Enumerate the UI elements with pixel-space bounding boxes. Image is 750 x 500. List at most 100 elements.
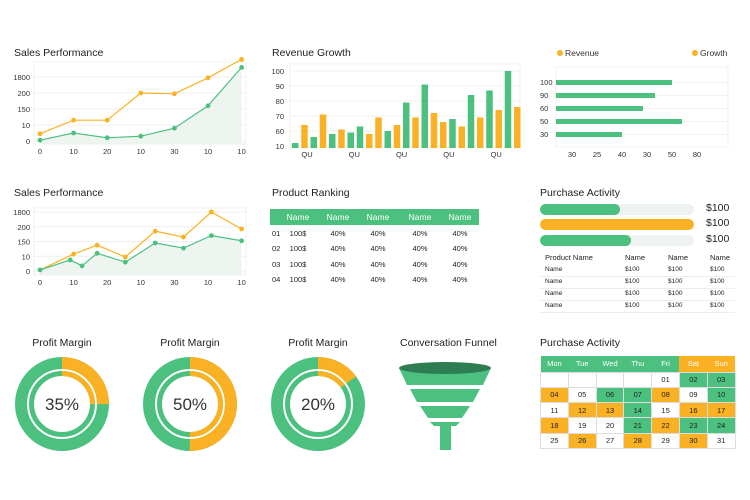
- table-cell: $100: [668, 302, 683, 309]
- calendar-day[interactable]: 14: [623, 402, 653, 419]
- revenue-bar: [338, 129, 345, 148]
- revenue-bar: [477, 117, 484, 148]
- orange-series-line: [39, 211, 242, 271]
- green-data-point: [205, 103, 211, 109]
- calendar-day[interactable]: 19: [567, 417, 597, 434]
- green-data-point: [181, 245, 186, 251]
- calendar-day[interactable]: 08: [651, 386, 680, 404]
- calendar-day[interactable]: 25: [540, 432, 569, 449]
- sales-performance-2-line-chart: 0 10 150 200 1800 0 10 20 10 30 10 10: [13, 207, 247, 287]
- column-header: Name: [625, 253, 646, 262]
- donut-arc: [157, 371, 223, 437]
- table-cell: 40%: [452, 229, 468, 238]
- donut-arc: [143, 357, 237, 451]
- progress-bar: [540, 219, 694, 231]
- calendar-day[interactable]: 28: [623, 432, 653, 449]
- calendar-day[interactable]: 23: [678, 417, 708, 434]
- y-tick-label: 10: [276, 142, 284, 151]
- calendar-day[interactable]: 03: [706, 371, 736, 388]
- y-tick-label: 0: [26, 267, 30, 276]
- x-tick-label: 30: [643, 150, 651, 159]
- calendar-day[interactable]: 22: [651, 417, 680, 434]
- row-index: 04: [272, 274, 281, 284]
- green-data-point: [239, 65, 245, 70]
- calendar-day[interactable]: 05: [567, 386, 597, 404]
- legend-dot-icon: [692, 50, 698, 56]
- x-tick-label: 30: [568, 150, 576, 159]
- calendar-day[interactable]: 30: [678, 432, 708, 449]
- x-tick-label: 30: [170, 278, 178, 287]
- calendar-day[interactable]: 27: [595, 432, 625, 449]
- calendar-day[interactable]: 15: [651, 402, 680, 419]
- x-tick-label: 10: [237, 147, 245, 156]
- calendar-day[interactable]: 07: [623, 386, 653, 404]
- calendar-day[interactable]: 24: [706, 417, 736, 434]
- calendar-day[interactable]: 11: [540, 402, 569, 419]
- revenue-bar: [319, 114, 327, 148]
- legend-dot-icon: [557, 50, 563, 56]
- calendar-day: [623, 371, 653, 388]
- calendar-day[interactable]: 13: [595, 402, 625, 419]
- x-tick-label: 0: [38, 278, 42, 287]
- y-tick-label: 30: [540, 130, 548, 139]
- y-tick-label: 150: [17, 105, 30, 114]
- green-data-point: [122, 259, 128, 265]
- revenue-bar: [356, 126, 364, 148]
- weekday-header: Tue: [568, 356, 597, 372]
- calendar-day[interactable]: 01: [651, 371, 680, 388]
- calendar-day[interactable]: 06: [595, 386, 625, 404]
- calendar-day[interactable]: 26: [567, 432, 597, 449]
- calendar-day[interactable]: 21: [623, 417, 653, 434]
- table-cell: 40%: [412, 244, 428, 254]
- y-tick-label: 90: [276, 82, 284, 91]
- green-series-area: [40, 235, 242, 275]
- x-tick-label: QU: [443, 150, 454, 159]
- profit-margin-donut: 50%: [143, 357, 237, 451]
- table-cell: 40%: [452, 259, 468, 269]
- weekday-header: Sat: [679, 356, 708, 372]
- green-series-area: [40, 67, 242, 144]
- x-tick-label: 0: [38, 147, 42, 156]
- y-tick-label: 60: [276, 127, 284, 136]
- calendar-week: 18 19 20 21 22 23 24: [540, 417, 736, 434]
- calendar-week: 01 02 03: [540, 371, 736, 388]
- calendar-day[interactable]: 12: [567, 402, 597, 419]
- orange-data-point: [94, 242, 100, 248]
- orange-data-point: [239, 57, 245, 62]
- table-cell: 40%: [330, 259, 346, 269]
- calendar-day[interactable]: 29: [651, 432, 680, 449]
- revenue-bar: [504, 71, 512, 148]
- x-tick-label: 50: [668, 150, 676, 159]
- orange-data-point: [172, 91, 177, 97]
- calendar-day[interactable]: 31: [706, 432, 736, 449]
- column-header: Name: [408, 212, 432, 222]
- revenue-bar: [458, 126, 465, 148]
- calendar-day[interactable]: 17: [706, 402, 736, 419]
- y-tick-label: 10: [22, 252, 30, 261]
- calendar-day[interactable]: 10: [706, 386, 736, 404]
- calendar-week: 25 26 27 28 29 30 31: [540, 432, 736, 449]
- y-tick-label: 70: [276, 112, 284, 121]
- table-cell: $100: [668, 290, 683, 297]
- calendar-day[interactable]: 20: [595, 417, 625, 434]
- calendar-day[interactable]: 04: [540, 386, 569, 404]
- green-data-point: [239, 238, 245, 244]
- revenue-bar: [449, 119, 456, 148]
- calendar-day[interactable]: 09: [678, 386, 708, 404]
- y-tick-label: 50: [540, 117, 548, 126]
- calendar-day[interactable]: 18: [540, 417, 569, 434]
- calendar-day[interactable]: 16: [678, 402, 708, 419]
- profit-margin-title: Profit Margin: [288, 337, 348, 349]
- orange-data-point: [205, 75, 211, 81]
- revenue-growth-bar-chart: 10 60 70 80 90 100 QU QU QU QU QU: [271, 63, 521, 159]
- green-data-point: [37, 267, 43, 273]
- orange-data-point: [71, 251, 76, 257]
- table-cell: $100: [710, 266, 725, 273]
- legend-revenue: Revenue: [565, 48, 599, 58]
- x-tick-label: QU: [349, 150, 360, 159]
- progress-fill: [540, 234, 631, 246]
- revenue-bar: [430, 113, 438, 148]
- progress-fill: [540, 204, 621, 215]
- profit-margin-donut: 35%: [15, 357, 109, 451]
- calendar-day[interactable]: 02: [678, 371, 708, 388]
